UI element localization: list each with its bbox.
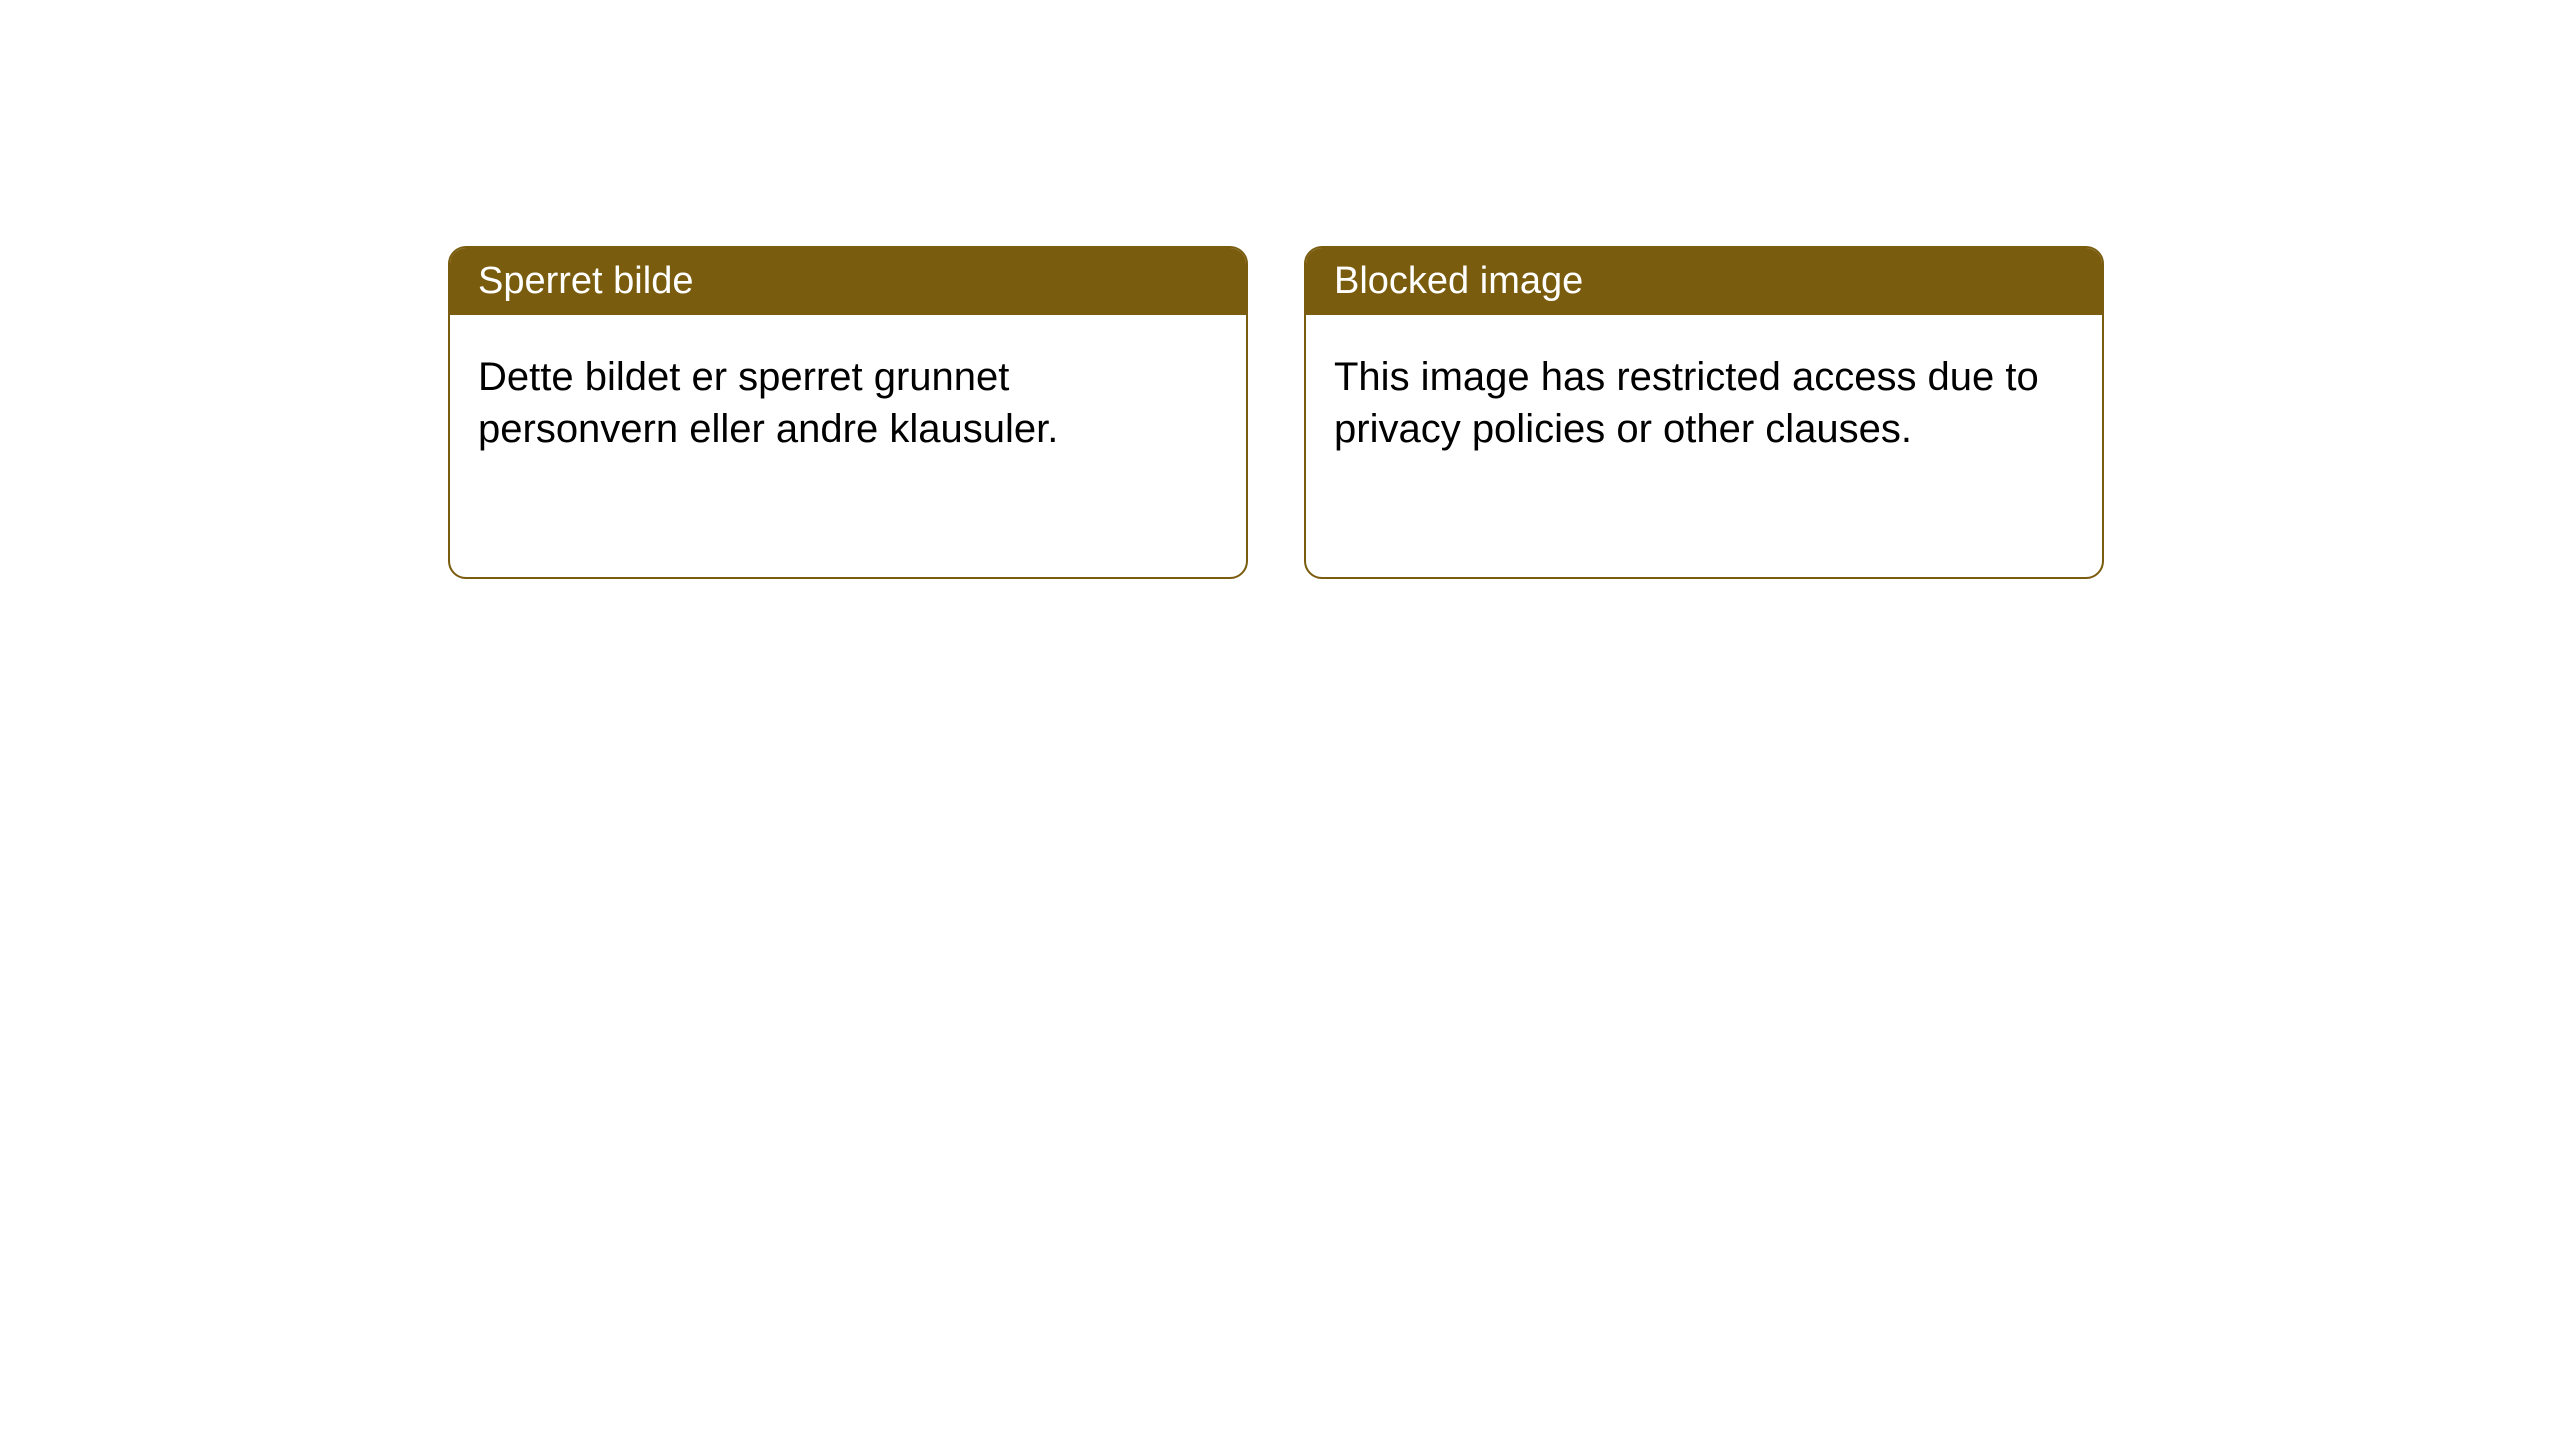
card-title: Sperret bilde: [478, 260, 693, 302]
card-title: Blocked image: [1334, 260, 1583, 302]
notice-cards-container: Sperret bilde Dette bildet er sperret gr…: [448, 246, 2104, 579]
card-body: This image has restricted access due to …: [1306, 315, 2102, 491]
card-body-text: This image has restricted access due to …: [1334, 355, 2039, 451]
notice-card-norwegian: Sperret bilde Dette bildet er sperret gr…: [448, 246, 1248, 579]
card-body: Dette bildet er sperret grunnet personve…: [450, 315, 1246, 491]
card-body-text: Dette bildet er sperret grunnet personve…: [478, 355, 1058, 451]
notice-card-english: Blocked image This image has restricted …: [1304, 246, 2104, 579]
card-header: Sperret bilde: [450, 248, 1246, 315]
card-header: Blocked image: [1306, 248, 2102, 315]
